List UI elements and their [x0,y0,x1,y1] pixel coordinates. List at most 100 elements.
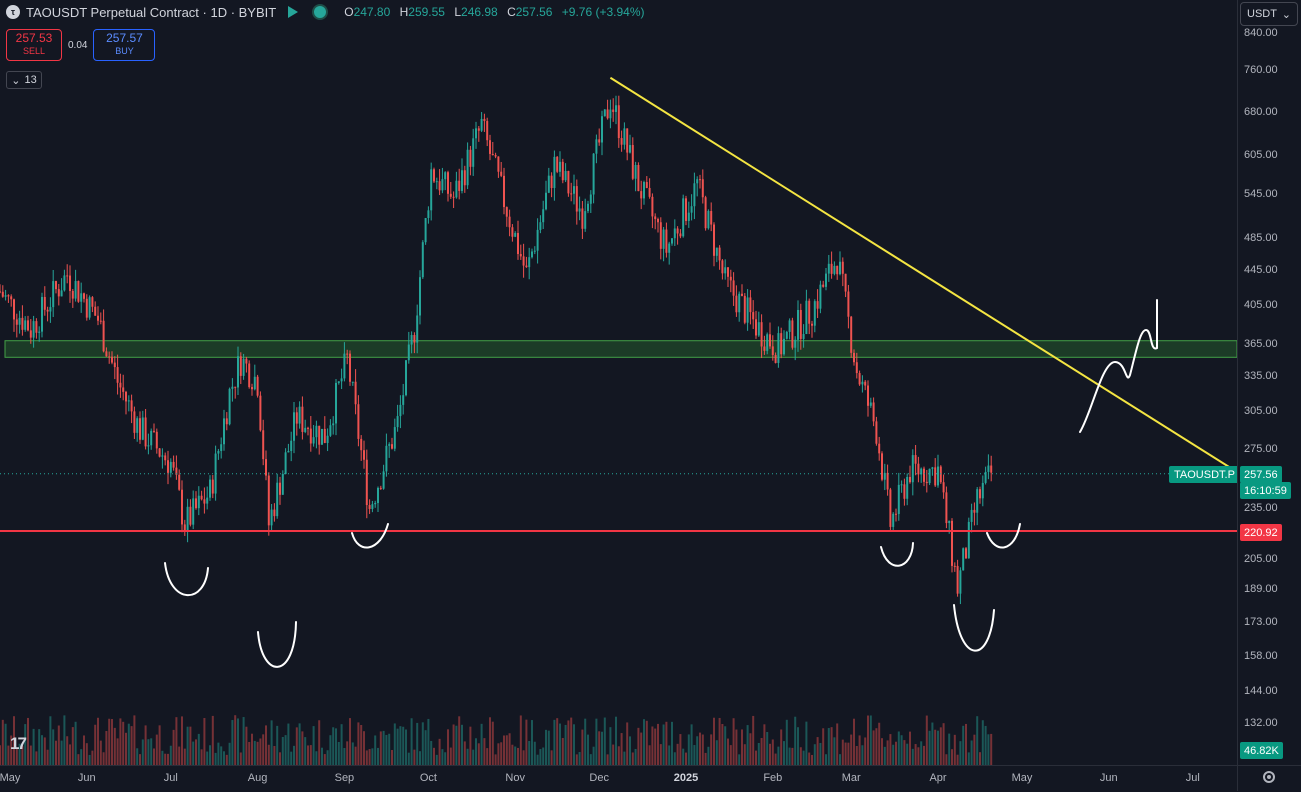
time-tick-label: Jun [77,772,96,784]
candle-body [791,320,794,348]
candle-body [172,461,175,468]
candle-body [564,170,567,181]
candle-body [63,275,66,291]
candle-body [631,145,634,179]
candle-body [673,228,676,239]
candle-body [379,487,382,489]
price-tick-label: 235.00 [1244,501,1278,514]
volume-bar [270,720,273,765]
candle-body [570,193,573,195]
candle-body [911,455,914,483]
candle-body [71,290,74,299]
price-chart[interactable] [0,0,1237,765]
volume-bar [920,741,923,765]
resistance-zone-layer [4,340,1237,358]
volume-bar [91,750,94,765]
candle-body [52,281,55,308]
candle-body [533,250,536,252]
candle-body [66,275,69,277]
candle-body [676,228,679,234]
candle-body [981,482,984,499]
volume-bar [875,728,878,765]
volume-bar [914,744,917,765]
volume-bar [895,741,897,765]
indicator-count: 13 [24,74,37,86]
currency-select[interactable]: USDT ⌄ [1240,2,1298,26]
candle-body [827,263,830,274]
volume-bar [245,726,248,765]
candle-body [626,128,629,153]
volume-bar [155,734,158,765]
sell-button[interactable]: 257.53 SELL [6,29,62,61]
volume-bar [195,739,197,765]
candle-body [374,502,377,505]
drawing-layer[interactable] [0,76,1237,668]
settings-icon[interactable] [1263,771,1275,783]
candle-body [469,149,472,167]
market-status-icon[interactable] [312,4,329,20]
candle-body [368,505,371,509]
candle-body [536,229,539,251]
candle-body [657,219,659,223]
buy-button[interactable]: 257.57 BUY [93,29,156,61]
volume-bar [461,724,463,765]
volume-bar [41,735,43,765]
volume-bar [923,745,925,765]
candle-body [421,242,424,278]
flag-icon[interactable] [288,6,299,18]
candle-body [525,265,528,268]
volume-bar [511,744,514,765]
candle-body [29,330,32,338]
candlestick-series[interactable] [0,95,993,605]
volume-bar [671,721,673,765]
candle-body [864,381,867,386]
candle-body [704,197,707,229]
candle-body [578,208,581,212]
price-axis[interactable]: 840.00 760.00 680.00 605.00 545.00 485.00 445.… [1237,0,1301,765]
volume-bar [791,747,794,765]
volume-bar [595,718,598,765]
volume-bar [517,747,519,765]
symbol-title[interactable]: TAOUSDT Perpetual Contract · 1D · BYBIT [26,4,277,20]
candle-body [41,296,43,332]
candle-body [984,471,987,483]
volume-bar [741,729,743,765]
indicators-toggle-button[interactable]: ⌄ 13 [6,71,42,89]
volume-bar [449,747,452,765]
volume-bar [825,754,827,765]
candle-body [760,322,763,347]
candle-body [295,412,298,424]
volume-bar [214,752,217,765]
volume-bar [483,738,486,765]
volume-bar [256,741,259,765]
candle-body [763,346,766,351]
volume-bar [452,724,455,765]
tradingview-logo[interactable]: 17 [10,734,27,753]
volume-bar [301,731,304,765]
candle-body [430,169,433,211]
candle-body [315,425,318,438]
volume-bar [455,725,458,765]
candle-body [886,472,889,490]
volume-bar [368,749,371,765]
candle-body [816,301,819,309]
volume-bar [220,746,223,765]
volume-bar [617,746,620,765]
candle-body [405,360,407,396]
volume-bar [951,749,953,765]
candle-body [508,216,511,228]
candle-body [643,182,645,199]
volume-bar [49,716,52,765]
time-axis[interactable]: May Jun Jul Aug Sep Oct Nov Dec 2025 Feb Mar Apr May… [0,765,1237,792]
volume-bar [433,747,435,765]
volume-bar [757,742,760,765]
candle-body [892,513,895,527]
candle-body [382,471,385,489]
high-label: H [399,5,409,19]
volume-bar [987,734,990,765]
candle-body [391,444,393,449]
volume-bar [116,738,119,765]
volume-bar [312,726,315,765]
volume-bar [458,716,461,765]
volume-bar [189,726,192,765]
